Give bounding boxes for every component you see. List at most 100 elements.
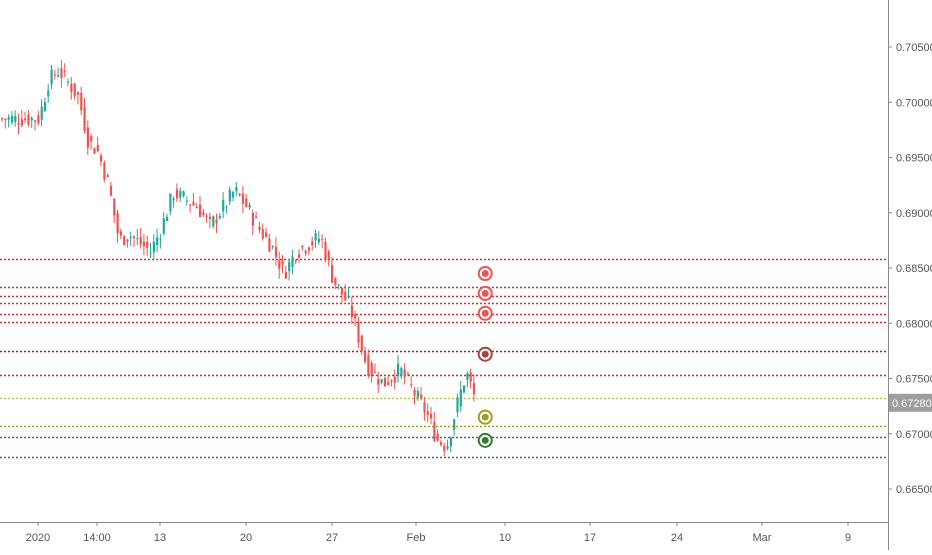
x-tick-label: 20 [240, 532, 252, 544]
candle-body [152, 241, 155, 253]
candle [116, 209, 119, 243]
candle-body [449, 437, 452, 447]
candle [192, 192, 195, 207]
candle-body [377, 378, 380, 385]
candle-body [205, 215, 208, 217]
candle [103, 160, 106, 183]
candle-body [265, 232, 268, 237]
candle-body [331, 264, 334, 283]
candle [443, 442, 446, 457]
level-markers [477, 266, 493, 448]
candle [456, 393, 459, 418]
y-tick-label: 0.70000 [896, 97, 932, 109]
candle [14, 110, 17, 127]
candle [446, 439, 449, 451]
candle [152, 234, 155, 261]
marker-dot [481, 436, 489, 444]
candle-body [185, 200, 188, 202]
candle [317, 231, 320, 245]
candle-body [228, 189, 231, 202]
candle [344, 284, 347, 302]
level-marker-5[interactable] [477, 432, 493, 448]
candle-body [96, 145, 99, 151]
candle-body [261, 229, 264, 239]
candle [70, 76, 73, 100]
candle-body [24, 118, 27, 121]
candle-body [463, 385, 466, 393]
candle-body [10, 116, 14, 123]
candle [63, 63, 66, 78]
level-marker-3[interactable] [477, 346, 493, 362]
level-marker-0[interactable] [477, 266, 493, 282]
candle-body [7, 117, 10, 120]
candle-body [453, 419, 456, 430]
candle [284, 266, 287, 280]
candle-body [202, 212, 205, 215]
candle [241, 186, 245, 214]
candle-body [390, 380, 393, 382]
candle-body [199, 204, 202, 218]
candle-body [103, 162, 106, 180]
candle [57, 67, 60, 78]
candle-body [129, 236, 132, 238]
candle [175, 183, 179, 203]
marker-dot [481, 413, 489, 421]
candle-body [298, 254, 301, 258]
marker-dot [481, 270, 489, 278]
candle-body [80, 92, 83, 111]
candle-body [334, 277, 337, 285]
candle-body [1, 118, 4, 120]
candle [459, 380, 462, 412]
candle-body [416, 390, 419, 398]
candle-body [340, 287, 344, 295]
candle-body [311, 241, 314, 246]
candle [298, 249, 301, 263]
candle-body [281, 260, 284, 265]
candle-body [159, 238, 162, 240]
candle-body [364, 351, 367, 362]
candles [1, 59, 476, 457]
candle [195, 202, 198, 209]
candle [119, 228, 122, 240]
candle-body [136, 238, 139, 240]
candle [43, 97, 47, 112]
candle [370, 360, 373, 383]
candle [350, 296, 353, 325]
candle [354, 310, 357, 327]
candle-body [43, 102, 47, 112]
candle-body [271, 246, 274, 248]
candle [238, 192, 241, 197]
candle [123, 235, 126, 246]
candle-body [27, 114, 30, 125]
x-tick-label: Feb [407, 532, 426, 544]
candle [86, 120, 89, 155]
candle [367, 349, 370, 379]
candle [248, 202, 251, 210]
candle [80, 87, 83, 116]
candle [208, 212, 212, 229]
level-marker-1[interactable] [477, 285, 493, 301]
candle-body [446, 446, 449, 449]
candle-body [350, 305, 353, 318]
y-tick-label: 0.67000 [896, 429, 932, 441]
x-tick-label: 10 [499, 532, 511, 544]
candle [327, 249, 330, 267]
candle-body [67, 81, 70, 83]
candle [360, 334, 363, 356]
candle [215, 213, 218, 233]
candle [76, 91, 80, 105]
y-tick-label: 0.67500 [896, 374, 932, 386]
candle [466, 371, 469, 388]
level-marker-2[interactable] [477, 305, 493, 321]
candle-body [288, 261, 291, 272]
candle-body [47, 90, 50, 97]
candle [162, 211, 165, 236]
level-marker-4[interactable] [477, 409, 493, 425]
candle-body [344, 291, 347, 301]
candle-body [109, 185, 113, 196]
candle-body [222, 199, 225, 212]
candle [265, 227, 268, 238]
candle [1, 117, 4, 122]
